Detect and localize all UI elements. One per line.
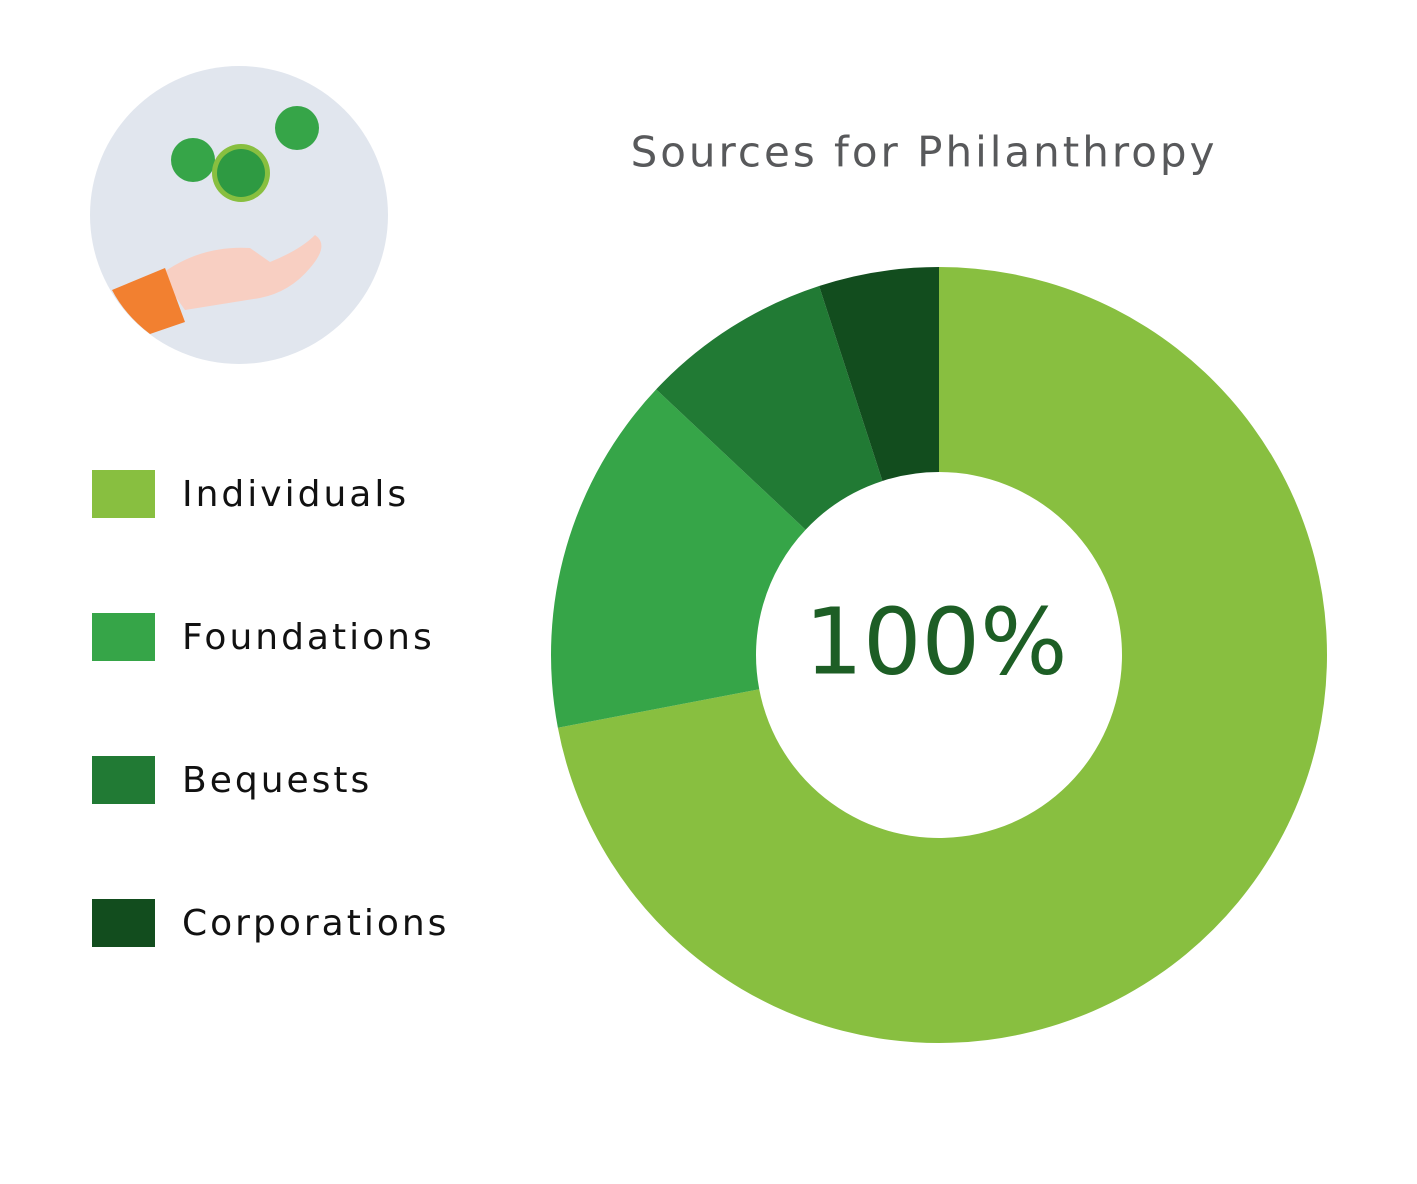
legend: Individuals Foundations Bequests Corporatio… <box>92 470 449 947</box>
slice <box>656 285 883 530</box>
slice <box>557 267 1327 1043</box>
legend-swatch <box>92 613 155 661</box>
slice <box>819 267 939 481</box>
icon <box>90 66 388 364</box>
legend-label: Bequests <box>182 760 372 801</box>
legend-label: Foundations <box>182 617 435 658</box>
legend-swatch <box>92 756 155 804</box>
legend-swatch <box>92 899 155 947</box>
legend-label: Individuals <box>182 474 409 515</box>
legend-swatch <box>92 470 155 518</box>
legend-label: Corporations <box>182 903 449 944</box>
slice <box>550 389 806 728</box>
donut <box>550 267 1327 1043</box>
chart-title: Sources for Philanthropy <box>631 128 1218 177</box>
center-label: 100% <box>804 588 1067 695</box>
